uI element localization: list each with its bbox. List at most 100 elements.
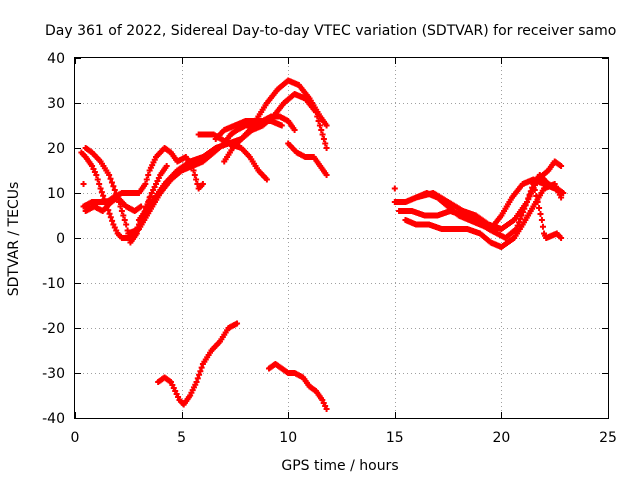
data-point (318, 127, 325, 133)
series-arc10 (212, 118, 285, 142)
x-tick-label: 15 (386, 430, 404, 446)
data-point (118, 208, 125, 214)
data-point (106, 210, 113, 217)
data-point (526, 191, 533, 198)
y-tick-label: 20 (47, 141, 65, 157)
data-point (560, 190, 567, 196)
data-point (111, 187, 118, 193)
data-point (514, 222, 521, 229)
data-point (197, 368, 204, 375)
series-arc15 (402, 181, 565, 250)
data-point (539, 223, 546, 230)
y-tick-label: -20 (42, 321, 65, 337)
series-arc4 (82, 194, 145, 214)
data-point (100, 192, 107, 199)
data-point (98, 189, 105, 196)
data-point (107, 175, 114, 182)
data-point (323, 122, 330, 129)
data-point (123, 221, 130, 228)
data-point (278, 122, 285, 129)
data-point (558, 235, 565, 241)
data-point (234, 320, 241, 327)
data-point (319, 131, 326, 138)
series-arc12 (266, 361, 330, 412)
data-point (323, 172, 330, 178)
x-tick-label: 5 (177, 430, 186, 446)
data-point (530, 181, 537, 187)
data-point (391, 185, 398, 192)
chart-title: Day 361 of 2022, Sidereal Day-to-day VTE… (45, 23, 616, 39)
data-point (193, 176, 200, 183)
data-point (193, 379, 200, 385)
series-arc8 (195, 131, 270, 183)
x-axis-label: GPS time / hours (281, 458, 398, 474)
y-tick-label: 40 (47, 51, 65, 67)
data-point (515, 219, 522, 226)
data-point (320, 136, 327, 142)
y-tick-label: 0 (56, 231, 65, 247)
data-point (194, 375, 201, 382)
data-point (142, 181, 149, 187)
data-points (78, 77, 567, 412)
data-point (108, 179, 115, 186)
grid (75, 58, 608, 418)
data-point (80, 181, 87, 187)
series-isolated (80, 181, 398, 192)
y-axis-label: SDTVAR / TECUs (6, 182, 22, 297)
data-point (199, 181, 206, 187)
x-tick-label: 0 (71, 430, 80, 446)
data-point (523, 199, 530, 205)
data-point (97, 185, 104, 192)
data-point (314, 113, 321, 120)
data-point (109, 217, 116, 224)
data-point (534, 199, 541, 205)
data-point (94, 176, 101, 183)
data-point (93, 172, 100, 178)
series-arc9 (285, 140, 330, 178)
y-tick-label: -40 (42, 411, 65, 427)
plot-frame (74, 57, 609, 419)
data-point (191, 172, 198, 178)
data-point (537, 211, 544, 217)
data-point (323, 406, 330, 412)
x-tick-label: 20 (492, 430, 510, 446)
data-point (263, 176, 270, 183)
data-point (106, 172, 113, 178)
x-tick-label: 25 (599, 430, 617, 446)
data-point (558, 194, 565, 201)
series-arc17 (530, 181, 565, 241)
data-point (538, 217, 545, 223)
data-point (315, 118, 322, 124)
data-point (138, 203, 145, 210)
data-point (120, 212, 127, 219)
y-tick-label: 30 (47, 96, 65, 112)
data-point (291, 127, 298, 133)
data-point (147, 193, 154, 200)
axis-ticks: 0 5 10 15 20 25 -40 -30 -20 -10 0 10 20 30 40 (42, 51, 617, 446)
data-point (163, 163, 170, 169)
data-point (322, 140, 329, 147)
data-point (190, 167, 197, 174)
data-point (107, 214, 114, 221)
data-point (536, 205, 543, 211)
data-point (316, 122, 323, 129)
data-point (312, 109, 319, 115)
y-tick-label: -10 (42, 276, 65, 292)
data-point (121, 217, 128, 223)
data-point (110, 183, 117, 190)
data-point (145, 172, 152, 178)
y-tick-label: 10 (47, 186, 65, 202)
series-arc3 (80, 145, 206, 210)
data-point (96, 181, 103, 187)
data-point (143, 176, 150, 183)
x-tick-label: 10 (279, 430, 297, 446)
data-point (196, 371, 203, 378)
y-tick-label: -30 (42, 366, 65, 382)
series-arc16 (413, 172, 567, 232)
data-point (533, 193, 540, 199)
data-point (558, 163, 565, 169)
series-arc11 (155, 320, 241, 408)
data-point (525, 195, 532, 202)
data-point (198, 364, 205, 371)
